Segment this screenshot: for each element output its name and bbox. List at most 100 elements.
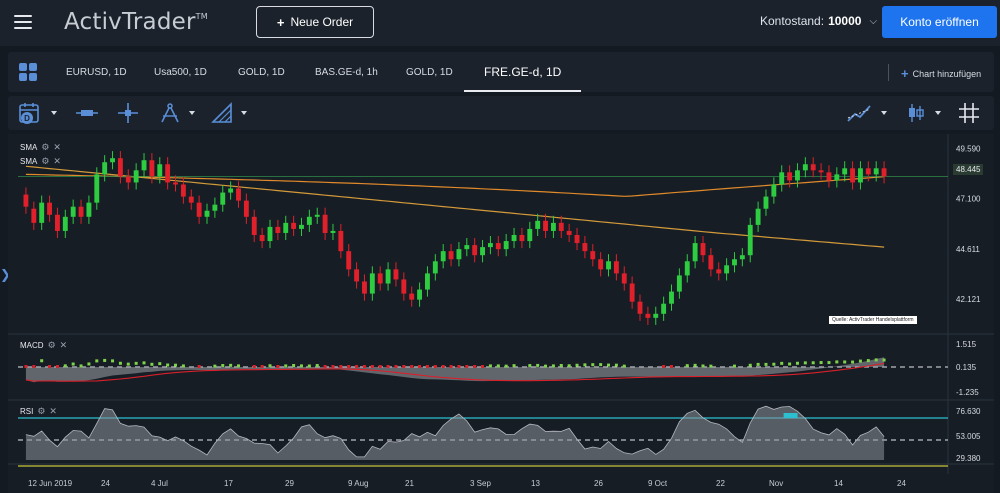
candle-body: [795, 170, 800, 181]
tab-usa500[interactable]: Usa500, 1D: [154, 66, 207, 78]
price-tick-label: 47.100: [956, 195, 981, 204]
candle-body: [432, 261, 438, 274]
macd-histogram-bar: [481, 365, 485, 368]
chevron-down-icon: [241, 111, 247, 115]
layout-grid-icon[interactable]: [19, 63, 37, 81]
chart-style-selector[interactable]: [904, 101, 941, 125]
new-order-label: Neue Order: [290, 15, 354, 29]
macd-histogram-bar: [662, 365, 666, 368]
macd-histogram-bar: [827, 361, 831, 365]
macd-histogram-bar: [748, 363, 752, 367]
candle-body: [590, 251, 596, 260]
macd-histogram-bar: [237, 364, 240, 368]
candle-body: [558, 222, 564, 231]
timeframe-selector[interactable]: D: [18, 101, 57, 125]
new-order-button[interactable]: + Neue Order: [256, 6, 374, 38]
candle-body: [606, 261, 611, 270]
fibonacci-tool[interactable]: [158, 101, 195, 125]
macd-histogram-bar: [528, 364, 532, 368]
macd-histogram-bar: [496, 364, 500, 368]
candlestick-icon: [909, 104, 924, 122]
compass-icon: [161, 103, 179, 123]
macd-histogram-bar: [134, 361, 138, 365]
sidebar-expand-icon[interactable]: ❯: [0, 267, 11, 282]
chevron-down-icon: [189, 111, 195, 115]
candle-body: [747, 224, 753, 256]
macd-histogram-bar: [71, 362, 75, 366]
tab-fre-active[interactable]: FRE.GE-d, 1D: [463, 52, 582, 92]
candle-body: [724, 265, 730, 274]
close-icon[interactable]: ✕: [49, 406, 57, 416]
macd-histogram-bar: [764, 362, 768, 366]
candle-body: [275, 226, 281, 233]
candle-body: [550, 222, 556, 231]
tab-gold-2[interactable]: GOLD, 1D: [406, 66, 453, 78]
candle-body: [251, 216, 257, 235]
price-chart[interactable]: 49.590 47.100 44.611 42.121 1.515 0.135 -1.235…: [8, 134, 994, 493]
macd-histogram-bar: [79, 364, 83, 368]
bar-interval-tool[interactable]: [74, 101, 100, 125]
macd-histogram-bar: [378, 365, 382, 368]
chevron-down-icon: [51, 111, 57, 115]
macd-histogram-bar: [197, 365, 201, 368]
chevron-down-icon: [881, 111, 887, 115]
add-chart-button[interactable]: + Chart hinzufügen: [901, 66, 981, 81]
candle-body: [188, 196, 194, 203]
macd-histogram-bar: [803, 361, 807, 365]
ruler-tool[interactable]: [210, 101, 247, 125]
macd-histogram-bar: [693, 363, 697, 367]
candle-body: [283, 222, 289, 233]
rsi-tick-label: 53.005: [956, 432, 981, 441]
candle-body: [267, 226, 273, 242]
sma-line-fast: [25, 173, 885, 197]
macd-histogram-bar: [701, 364, 705, 368]
candle-body: [613, 261, 619, 274]
macd-histogram-bar: [362, 365, 366, 368]
x-tick-label: 14: [834, 479, 843, 488]
chart-area[interactable]: 49.590 47.100 44.611 42.121 1.515 0.135 -1.235…: [8, 134, 994, 493]
candle-body: [47, 202, 52, 215]
candle-body: [173, 182, 178, 185]
plus-icon: +: [276, 14, 285, 30]
balance-label: Kontostand:: [760, 14, 825, 28]
macd-histogram-bar: [599, 363, 603, 367]
x-tick-label: 12 Jun 2019: [28, 479, 73, 488]
menu-icon[interactable]: [14, 15, 32, 29]
tab-gold[interactable]: GOLD, 1D: [238, 66, 285, 78]
settings-icon[interactable]: ⚙: [47, 340, 56, 350]
x-tick-label: 9 Aug: [348, 479, 368, 488]
candle-body: [629, 283, 635, 302]
close-icon[interactable]: ✕: [59, 340, 68, 350]
candle-body: [480, 247, 485, 256]
settings-icon[interactable]: ⚙: [41, 156, 50, 166]
account-balance[interactable]: Kontostand: 10000 ⌵: [760, 14, 877, 28]
settings-icon[interactable]: ⚙: [37, 406, 46, 416]
grid-toggle[interactable]: [957, 101, 981, 125]
crosshair-icon: [118, 103, 138, 123]
macd-tick-label: -1.235: [956, 388, 979, 397]
candle-body: [676, 275, 682, 292]
tab-eurusd[interactable]: EURUSD, 1D: [66, 66, 127, 78]
macd-histogram-bar: [449, 365, 453, 368]
candle-body: [865, 168, 871, 175]
macd-histogram-bar: [772, 362, 776, 366]
logo: ActivTraderTM: [64, 9, 208, 35]
chart-type-trend[interactable]: [846, 101, 887, 125]
macd-histogram-bar: [488, 364, 492, 368]
close-icon[interactable]: ✕: [53, 142, 61, 152]
candle-body: [519, 234, 525, 242]
chevron-down-icon[interactable]: ⌵: [869, 15, 878, 27]
source-note: Quelle: ActivTrader Handelsplattform: [829, 316, 917, 324]
candle-body: [196, 202, 202, 217]
open-account-button[interactable]: Konto eröffnen: [882, 6, 997, 38]
macd-histogram-bar: [622, 364, 626, 368]
settings-icon[interactable]: ⚙: [41, 142, 50, 152]
macd-histogram-bar: [882, 358, 886, 362]
candle-body: [362, 281, 367, 294]
candle-body: [346, 251, 352, 270]
close-icon[interactable]: ✕: [53, 156, 61, 166]
tab-bas[interactable]: BAS.GE-d, 1h: [315, 66, 378, 78]
crosshair-tool[interactable]: [116, 101, 140, 125]
x-tick-label: 26: [594, 479, 603, 488]
candle-body: [377, 273, 383, 284]
